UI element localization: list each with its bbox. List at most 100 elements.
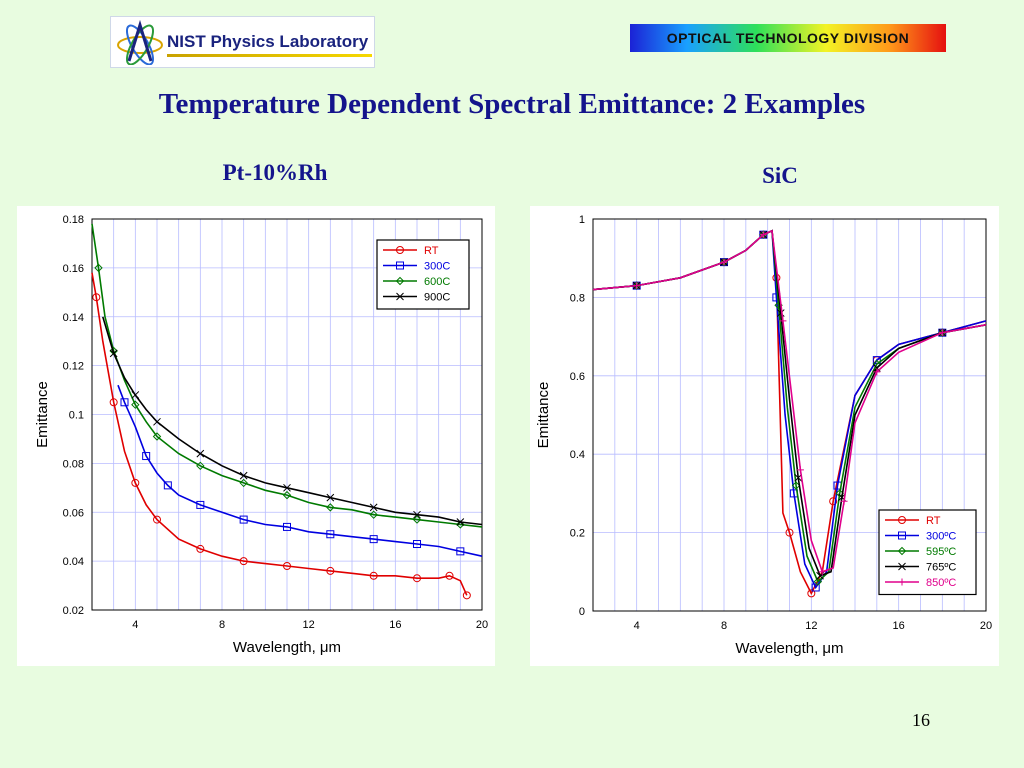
data-point-marker <box>196 544 205 553</box>
data-point-marker <box>759 231 767 239</box>
data-point-marker <box>633 282 641 290</box>
data-point-marker <box>131 400 140 409</box>
data-point-marker <box>326 566 335 575</box>
division-banner: OPTICAL TECHNOLOGY DIVISION <box>630 24 946 52</box>
data-point-marker <box>109 398 118 407</box>
y-tick-label: 0.02 <box>63 605 84 617</box>
y-tick-label: 0.14 <box>63 312 84 324</box>
data-point-marker <box>131 478 140 487</box>
data-point-marker <box>283 522 291 531</box>
data-point-marker <box>109 349 118 358</box>
data-point-marker <box>239 515 248 524</box>
legend-label: 300C <box>424 261 450 273</box>
x-tick-label: 8 <box>219 619 225 631</box>
data-point-marker <box>369 510 378 519</box>
data-point-marker <box>413 540 421 549</box>
legend-box <box>376 239 470 310</box>
y-axis-label: Emittance <box>535 382 552 449</box>
y-tick-label: 0.06 <box>63 507 84 519</box>
data-point-marker <box>796 466 804 474</box>
y-tick-label: 0.4 <box>570 449 585 461</box>
data-point-marker <box>811 583 820 592</box>
y-tick-label: 0.2 <box>570 528 585 540</box>
y-tick-label: 0.04 <box>63 556 84 568</box>
grid <box>91 218 483 611</box>
legend-marker <box>898 578 906 586</box>
data-point-marker <box>818 568 826 576</box>
logo-underline <box>167 54 372 57</box>
data-point-marker <box>456 518 465 526</box>
data-point-marker <box>369 571 378 580</box>
data-point-marker <box>326 530 335 539</box>
atom-logo-icon <box>117 19 163 65</box>
legend-label: 595ºC <box>926 546 956 558</box>
pt-rh-chart-svg: 0.02 0.04 0.06 0.08 0.1 0.12 0.14 0.16 0.18 4 8 12 1… <box>34 214 488 656</box>
x-tick-label: 8 <box>721 620 727 632</box>
data-point-marker <box>813 577 823 586</box>
series-line <box>117 384 483 557</box>
sic-chart-svg: 0 0.2 0.4 0.6 0.8 1 4 8 12 16 20 Wavelength, μm Emit… <box>535 214 992 657</box>
data-point-marker <box>92 293 101 302</box>
x-tick-label: 20 <box>476 619 488 631</box>
page-number: 16 <box>912 710 930 730</box>
data-point-marker <box>282 490 292 500</box>
slide-title: Temperature Dependent Spectral Emittance… <box>158 88 866 120</box>
data-point-marker <box>840 497 848 505</box>
series-900C <box>102 316 483 526</box>
legend-label: 900C <box>424 292 450 304</box>
data-point-marker <box>94 263 103 273</box>
y-tick-label: 0.6 <box>570 371 585 383</box>
legend-marker <box>898 531 906 540</box>
data-point-marker <box>369 503 378 512</box>
series-line <box>102 316 483 526</box>
x-tick-label: 16 <box>893 620 905 632</box>
legend-marker <box>395 276 405 286</box>
y-tick-label: 0.16 <box>63 263 84 275</box>
nist-logo: NIST Physics Laboratory <box>110 16 375 68</box>
data-point-marker <box>445 571 454 580</box>
y-tick-label: 0.12 <box>63 361 84 373</box>
legend-label: RT <box>424 245 439 257</box>
legend: RT 300ºC 595ºC 765ºC 850ºC <box>878 509 977 596</box>
data-point-marker <box>326 493 335 502</box>
legend-marker <box>396 261 404 270</box>
data-point-marker <box>196 461 205 471</box>
data-point-marker <box>785 528 794 537</box>
data-point-marker <box>239 557 248 566</box>
chart-right-title: SiC <box>762 163 798 188</box>
y-axis-label: Emittance <box>34 381 51 448</box>
legend-marker <box>396 246 404 254</box>
data-point-marker <box>412 515 422 524</box>
legend-label: 600C <box>424 276 450 288</box>
legend-label: 850ºC <box>926 577 956 589</box>
y-tick-label: 0 <box>579 606 585 618</box>
y-tick-label: 0.8 <box>570 292 585 304</box>
data-point-marker <box>369 535 378 544</box>
x-tick-label: 12 <box>303 619 315 631</box>
x-tick-label: 16 <box>389 619 401 631</box>
series-850ºC <box>592 229 987 576</box>
series-RT <box>91 272 471 600</box>
pt-rh-emittance-chart: 0.02 0.04 0.06 0.08 0.1 0.12 0.14 0.16 0.18 4 8 12 1… <box>17 206 495 666</box>
plot-frame <box>592 218 987 612</box>
data-point-marker <box>283 483 291 492</box>
data-point-marker <box>779 317 787 325</box>
legend-label: RT <box>926 515 941 527</box>
x-axis-label: Wavelength, μm <box>233 639 341 656</box>
data-point-marker <box>142 452 151 461</box>
data-point-marker <box>720 258 728 266</box>
x-axis-label: Wavelength, μm <box>735 640 843 657</box>
series-300C <box>117 384 483 557</box>
legend-box <box>878 509 977 596</box>
data-point-marker <box>829 497 838 506</box>
data-point-marker <box>152 432 162 441</box>
chart-left-title: Pt-10%Rh <box>222 160 328 185</box>
sic-emittance-chart: 0 0.2 0.4 0.6 0.8 1 4 8 12 16 20 Wavelength, μm Emit… <box>530 206 999 666</box>
legend-marker <box>897 546 907 556</box>
data-point-marker <box>791 481 801 490</box>
plot-frame <box>91 218 483 611</box>
data-point-marker <box>413 574 421 583</box>
y-tick-label: 1 <box>579 214 585 226</box>
legend-label: 300ºC <box>926 531 956 543</box>
x-tick-label: 4 <box>132 619 138 631</box>
